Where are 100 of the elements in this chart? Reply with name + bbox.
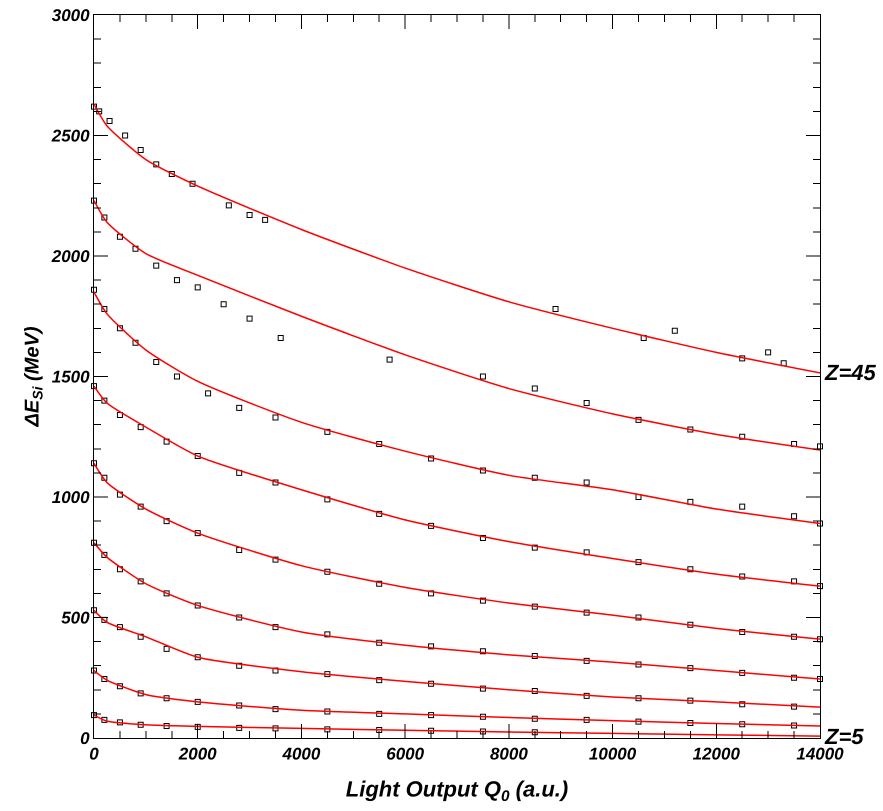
point xyxy=(584,716,590,723)
point xyxy=(636,559,642,566)
point xyxy=(116,683,123,690)
point xyxy=(584,400,590,406)
point xyxy=(739,628,746,635)
point xyxy=(262,216,268,223)
point xyxy=(480,374,486,380)
point xyxy=(765,349,772,356)
point xyxy=(480,686,486,692)
point xyxy=(739,504,746,510)
point xyxy=(116,234,123,240)
point xyxy=(376,727,382,734)
point xyxy=(687,720,694,726)
point xyxy=(791,722,798,728)
point xyxy=(817,676,823,682)
point xyxy=(324,496,330,502)
point xyxy=(116,566,123,572)
point xyxy=(91,607,97,614)
point xyxy=(153,262,160,269)
point xyxy=(91,383,97,390)
point xyxy=(386,356,393,363)
point xyxy=(236,404,242,411)
point xyxy=(153,359,160,366)
point xyxy=(194,724,201,730)
point xyxy=(687,698,694,704)
point xyxy=(480,728,486,734)
point xyxy=(739,434,746,440)
point xyxy=(324,631,330,638)
x-tick-label: 2000 xyxy=(178,744,218,764)
point xyxy=(101,398,108,404)
point xyxy=(428,712,434,718)
point xyxy=(636,614,642,620)
point xyxy=(138,424,144,430)
point xyxy=(101,716,108,723)
point xyxy=(164,695,170,702)
point xyxy=(272,624,278,630)
point xyxy=(480,714,486,720)
point xyxy=(174,374,180,380)
point xyxy=(687,426,694,433)
point xyxy=(174,277,180,284)
point xyxy=(236,470,242,476)
point xyxy=(101,616,108,623)
point xyxy=(636,718,642,725)
point xyxy=(428,680,434,687)
point xyxy=(138,634,144,640)
point xyxy=(272,725,278,732)
point xyxy=(132,246,138,252)
point xyxy=(272,480,278,486)
point xyxy=(101,474,108,481)
point xyxy=(532,474,538,481)
point xyxy=(96,108,102,114)
point xyxy=(116,412,123,418)
point xyxy=(236,724,242,731)
y-tick-label: 500 xyxy=(61,608,90,628)
point xyxy=(138,722,144,728)
point xyxy=(116,492,123,498)
point xyxy=(194,284,201,290)
point xyxy=(226,202,232,208)
point xyxy=(91,712,97,718)
point xyxy=(739,721,746,728)
point xyxy=(236,702,242,708)
point xyxy=(739,670,746,676)
point xyxy=(168,171,175,178)
point xyxy=(220,301,227,308)
point xyxy=(138,578,144,584)
point xyxy=(584,658,590,664)
point xyxy=(153,161,160,168)
point xyxy=(532,604,538,610)
point xyxy=(116,325,123,332)
point xyxy=(817,636,823,642)
point xyxy=(636,416,642,423)
point xyxy=(428,643,434,650)
x-tick-label: 6000 xyxy=(386,744,425,764)
point xyxy=(236,614,242,620)
point xyxy=(272,668,278,674)
point xyxy=(791,704,798,710)
point xyxy=(164,722,170,729)
point xyxy=(584,610,590,616)
point xyxy=(272,556,278,563)
x-tick-label: 12000 xyxy=(692,744,740,764)
point xyxy=(194,453,201,460)
y-tick-label: 2500 xyxy=(50,126,90,146)
point xyxy=(791,440,798,447)
point xyxy=(101,214,108,220)
x-tick-label: 4000 xyxy=(282,744,321,764)
point xyxy=(532,716,538,722)
point xyxy=(278,334,284,341)
point xyxy=(687,566,694,572)
point xyxy=(164,518,170,524)
point xyxy=(91,104,97,110)
point xyxy=(101,552,108,558)
point xyxy=(101,676,108,682)
point xyxy=(780,360,787,366)
point xyxy=(480,598,486,604)
y-tick-label: 3000 xyxy=(52,6,90,25)
point xyxy=(324,671,330,678)
point xyxy=(532,688,538,694)
point xyxy=(532,729,538,736)
point xyxy=(672,328,678,334)
point xyxy=(428,590,434,596)
